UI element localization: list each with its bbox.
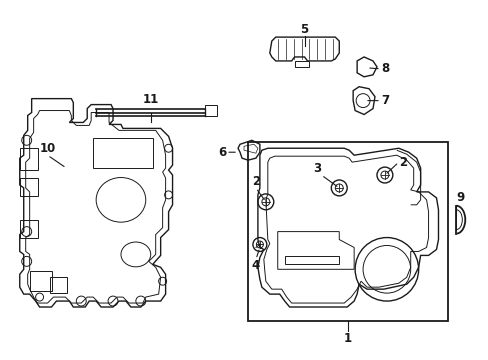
Bar <box>20 220 38 238</box>
Text: 2: 2 <box>251 175 260 188</box>
Text: 1: 1 <box>344 332 351 345</box>
Bar <box>49 277 67 293</box>
Text: 6: 6 <box>218 146 225 159</box>
Text: 3: 3 <box>313 162 321 175</box>
Text: 11: 11 <box>142 93 159 105</box>
Text: 2: 2 <box>398 156 406 168</box>
Bar <box>294 61 308 67</box>
Bar <box>247 142 447 321</box>
Text: 9: 9 <box>455 192 464 204</box>
Bar <box>20 148 38 170</box>
Bar <box>284 256 339 264</box>
Bar <box>205 105 217 117</box>
Bar <box>20 178 38 196</box>
Text: 7: 7 <box>380 94 388 107</box>
Text: 10: 10 <box>40 142 56 155</box>
Bar <box>30 271 51 291</box>
Text: 4: 4 <box>251 260 260 273</box>
Text: 8: 8 <box>380 62 388 75</box>
Text: 5: 5 <box>300 23 308 36</box>
